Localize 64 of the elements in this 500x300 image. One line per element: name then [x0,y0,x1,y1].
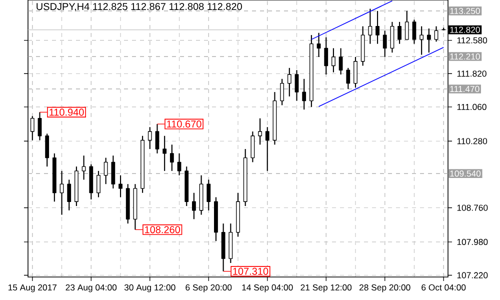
candlestick [316,32,321,58]
candlestick [250,130,255,163]
ref-line-label: 112.820 [450,26,480,33]
candlestick [118,174,122,198]
candlestick [390,21,394,54]
x-tick-label: 14 Sep 04:00 [242,284,293,292]
y-tick-label: 111.820 [457,70,486,77]
candlestick [206,179,211,211]
y-tick-label: 110.280 [457,138,488,144]
candlestick [280,78,284,106]
x-tick-label: 6 Sep 20:00 [186,284,232,292]
x-tick-label: 6 Oct 04:00 [422,284,466,291]
y-tick-label: 107.980 [457,238,488,246]
candlestick [177,152,182,176]
candlestick [148,126,152,150]
candlestick [287,67,292,97]
candlestick [434,26,438,42]
candlestick [404,10,409,40]
candlestick [170,144,174,172]
annotation: 110.940 [50,108,84,116]
x-tick-label: 28 Sep 20:00 [360,284,410,292]
candlestick [45,133,50,168]
candlestick [265,126,270,172]
candlestick [111,155,116,189]
candlestick [338,48,343,76]
candlestick [346,67,350,90]
candlestick [412,19,416,44]
candlestick [302,78,306,110]
candlestick [294,70,299,102]
annotation: 110.670 [167,120,202,128]
annotation: 108.260 [145,226,180,234]
x-tick-label: 15 Aug 2017 [8,284,57,292]
x-tick-label: 30 Aug 12:00 [124,284,176,292]
chart-title: USDJPY,H4 112.825 112.867 112.808 112.820 [36,2,242,12]
x-tick-label: 21 Sep 12:00 [300,284,352,292]
candlestick [420,26,424,56]
ref-line-label: 109.540 [450,170,481,177]
y-tick-label: 112.580 [457,37,488,44]
candlestick [155,124,160,154]
candlestick [376,10,380,44]
candlestick [192,192,196,220]
candlestick [30,116,34,141]
candlestick [382,30,387,58]
candlestick [60,170,64,216]
y-tick-label: 107.220 [457,272,488,278]
y-tick-label: 108.760 [457,204,488,211]
candlestick [104,157,108,185]
candlestick [162,135,167,172]
candlestick [258,118,262,146]
ref-line-label: 111.470 [450,86,480,92]
y-tick-label: 111.060 [457,104,486,110]
candlestick [67,179,72,211]
ref-line-label: 112.210 [450,53,480,60]
annotation: 107.310 [233,268,268,275]
candlestick [82,155,86,180]
candlestick [426,28,431,54]
x-tick-label: 23 Aug 04:00 [66,284,117,292]
ref-line-label: 113.250 [450,8,480,14]
candlestick [398,21,402,44]
candlestick [368,8,372,44]
candlestick [96,170,100,198]
candlestick [354,56,358,88]
candlestick [332,48,336,73]
candlestick [324,36,328,76]
